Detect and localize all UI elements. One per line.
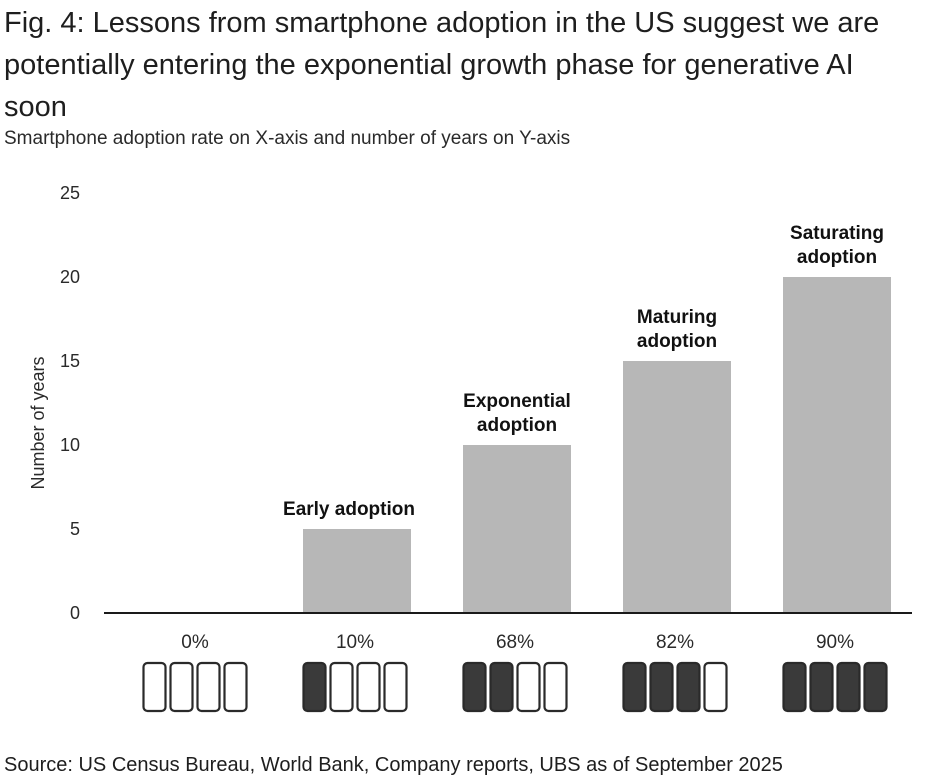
- smartphone-empty-icon: [516, 661, 541, 713]
- smartphone-empty-icon: [383, 661, 408, 713]
- y-tick-label: 0: [70, 603, 80, 623]
- smartphone-empty-icon: [196, 661, 221, 713]
- x-tick-label: 0%: [181, 632, 209, 653]
- smartphone-filled-icon: [649, 661, 674, 713]
- chart-title: Fig. 4: Lessons from smartphone adoption…: [4, 7, 880, 123]
- smartphone-empty-icon: [329, 661, 354, 713]
- smartphone-empty-icon: [169, 661, 194, 713]
- bar: [463, 445, 571, 613]
- phone-icon-group: [462, 661, 568, 713]
- smartphone-empty-icon: [356, 661, 381, 713]
- y-axis-label: Number of years: [28, 356, 48, 489]
- smartphone-filled-icon: [782, 661, 807, 713]
- smartphone-empty-icon: [142, 661, 167, 713]
- bar-annotation: adoption: [797, 247, 877, 268]
- bar-annotation: adoption: [477, 415, 557, 436]
- bar-annotation: Saturating: [790, 223, 884, 244]
- phone-icon-group: [142, 661, 248, 713]
- x-axis-categories: 0% 10% 68% 82% 90%: [181, 632, 854, 653]
- y-tick-label: 25: [60, 183, 80, 203]
- smartphone-filled-icon: [809, 661, 834, 713]
- y-tick-label: 10: [60, 435, 80, 455]
- bar: [303, 529, 411, 613]
- bar-annotation: Exponential: [463, 391, 571, 412]
- y-tick-label: 20: [60, 267, 80, 287]
- source-note: Source: US Census Bureau, World Bank, Co…: [4, 754, 783, 776]
- bar: [783, 277, 891, 613]
- x-tick-label: 82%: [656, 632, 694, 653]
- smartphone-filled-icon: [676, 661, 701, 713]
- phone-icon-group: [622, 661, 728, 713]
- chart-subtitle: Smartphone adoption rate on X-axis and n…: [4, 128, 571, 149]
- smartphone-filled-icon: [462, 661, 487, 713]
- y-tick-label: 15: [60, 351, 80, 371]
- smartphone-filled-icon: [489, 661, 514, 713]
- bar-annotation: Maturing: [637, 307, 717, 328]
- smartphone-filled-icon: [836, 661, 861, 713]
- smartphone-filled-icon: [622, 661, 647, 713]
- smartphone-filled-icon: [302, 661, 327, 713]
- y-tick-label: 5: [70, 519, 80, 539]
- bar-annotation: Early adoption: [283, 499, 415, 520]
- bars-group: [303, 277, 891, 613]
- smartphone-empty-icon: [543, 661, 568, 713]
- smartphone-filled-icon: [863, 661, 888, 713]
- bar-chart: 0 5 10 15 20 25 Number of years Early adoptio…: [28, 183, 912, 713]
- x-tick-label: 90%: [816, 632, 854, 653]
- phone-icon-group: [782, 661, 888, 713]
- x-tick-label: 10%: [336, 632, 374, 653]
- smartphone-empty-icon: [703, 661, 728, 713]
- y-axis-ticks: 0 5 10 15 20 25: [60, 183, 80, 623]
- bar-annotations: Early adoption Exponential adoption Maturin…: [283, 223, 884, 520]
- x-tick-label: 68%: [496, 632, 534, 653]
- phone-icon-group: [302, 661, 408, 713]
- smartphone-empty-icon: [223, 661, 248, 713]
- phone-icons-group: [142, 661, 888, 713]
- bar: [623, 361, 731, 613]
- bar-annotation: adoption: [637, 331, 717, 352]
